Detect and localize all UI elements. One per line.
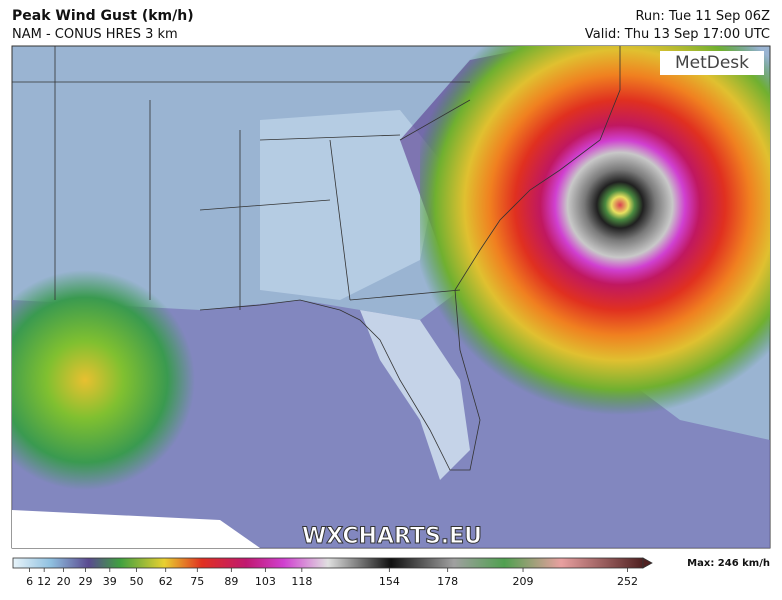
watermark: WXCHARTS.EU [302, 524, 482, 549]
colorbar-tick-label: 39 [103, 575, 117, 588]
colorbar-tick-label: 62 [159, 575, 173, 588]
colorbar-tick-label: 178 [437, 575, 458, 588]
colorbar-tick-label: 29 [78, 575, 92, 588]
land-light [260, 110, 440, 300]
colorbar-arrow [642, 557, 653, 569]
colorbar-tick-label: 20 [57, 575, 71, 588]
model: NAM - CONUS HRES 3 km [12, 27, 178, 42]
borders [12, 46, 621, 471]
title: Peak Wind Gust (km/h) [12, 8, 194, 24]
outside-domain [12, 510, 260, 548]
colorbar-tick-label: 252 [617, 575, 638, 588]
colorbar-tick-label: 50 [130, 575, 144, 588]
run-time: Run: Tue 11 Sep 06Z [635, 9, 770, 24]
hurricane [420, 46, 770, 446]
max-label: Max: 246 km/h [687, 558, 770, 569]
colorbar-tick-label: 75 [190, 575, 204, 588]
colorbar-tick-label: 6 [26, 575, 33, 588]
colorbar-tick-label: 12 [37, 575, 51, 588]
colorbar: Max: 246 km/h [12, 557, 770, 569]
colorbar-tick-label: 154 [379, 575, 400, 588]
logo: MetDesk [675, 53, 749, 73]
valid-time: Valid: Thu 13 Sep 17:00 UTC [585, 27, 770, 42]
colorbar-tick-label: 118 [291, 575, 312, 588]
gulf-storm [12, 260, 212, 500]
colorbar-tick-label: 209 [513, 575, 534, 588]
colorbar-tick-label: 103 [255, 575, 276, 588]
map: MetDesk WXCHARTS.EU [11, 45, 771, 550]
colorbar-bar [12, 557, 644, 569]
logo-box [660, 51, 764, 75]
colorbar-tick-label: 89 [224, 575, 238, 588]
